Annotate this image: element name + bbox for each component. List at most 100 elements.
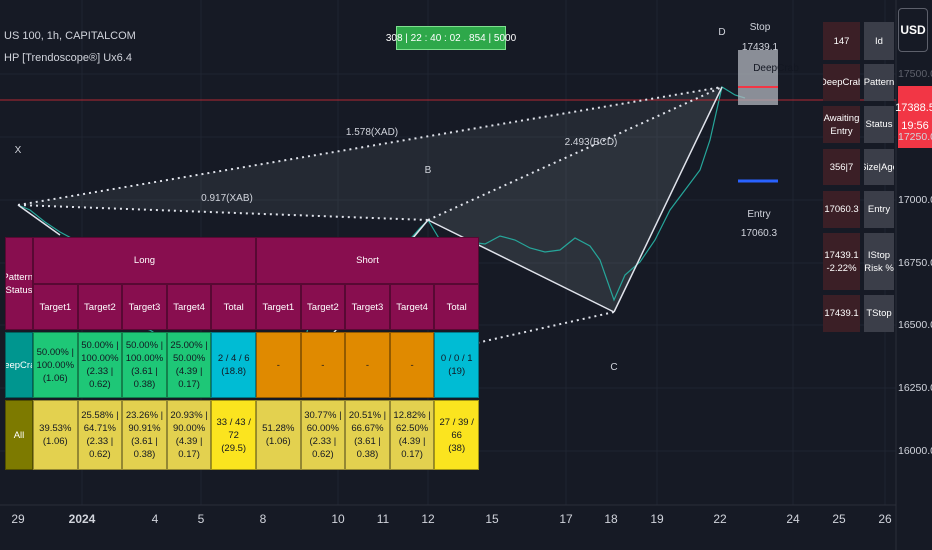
cell-line: - (321, 359, 325, 371)
pivot-label: B (424, 165, 432, 176)
trade-value: 17439.1 (823, 295, 860, 332)
cell-line: 33 / 43 / 72 (216, 416, 251, 441)
stat-cell: 30.77% | 60.00% (2.33 | 0.62) (300, 400, 346, 470)
column-header: Target3 (345, 284, 390, 330)
trade-value: 356|7 (823, 149, 860, 185)
cell-line: 20.51% | 66.67% (348, 410, 387, 434)
cell-line: -2.22% (826, 262, 857, 274)
cell-line: Size|Age (864, 161, 894, 173)
stat-cell: 2 / 4 / 6 (18.8) (211, 332, 256, 398)
cell-line: (3.61 | 0.38) (131, 436, 158, 460)
date-tick: 10 (331, 512, 345, 526)
date-tick: 19 (650, 512, 664, 526)
cell-line: 147 (833, 35, 850, 47)
cell-line: (2.33 | 0.62) (309, 436, 337, 460)
cell-line: (1.06) (265, 436, 291, 447)
date-tick: 5 (197, 512, 205, 526)
stat-cell: 20.93% | 90.00% (4.39 | 0.17) (166, 400, 212, 470)
cell-line: - (365, 359, 370, 371)
countdown: 19:56 (901, 120, 929, 132)
entry-value: 17060.3 (740, 228, 778, 239)
date-tick: 8 (259, 512, 267, 526)
trade-value: 147 (823, 22, 860, 60)
cell-line: (1.06) (42, 372, 68, 384)
cell-line: Status (5, 284, 33, 296)
cell-line: 0 / 0 / 1 (440, 353, 473, 364)
date-tick: 18 (604, 512, 618, 526)
column-header: Target1 (33, 284, 78, 330)
stat-cell: 0 / 0 / 1 (19) (434, 332, 479, 398)
stat-cell: 50.00% | 100.00% (2.33 | 0.62) (77, 332, 123, 398)
column-header: Target2 (300, 284, 346, 330)
pattern-fill (18, 87, 722, 220)
date-tick: 12 (421, 512, 435, 526)
stat-cell: 23.26% | 90.91% (3.61 | 0.38) (122, 400, 167, 470)
date-tick: 26 (878, 512, 892, 526)
group-header: Long (33, 237, 256, 284)
cell-line: 12.82% | 62.50% (393, 410, 431, 434)
cell-line: 50.00% | 100.00% (36, 346, 75, 371)
cell-line: 17439.1 (824, 249, 859, 261)
column-header: Target3 (122, 284, 167, 330)
column-header: Target1 (256, 284, 301, 330)
date-tick: 4 (151, 512, 159, 526)
price-tick: 17250.0 (898, 131, 932, 143)
cell-line: 17439.1 (824, 308, 859, 319)
cell-line: Entry (867, 204, 891, 215)
trade-value: Awaiting Entry (823, 106, 860, 143)
cell-line: IStop (867, 249, 891, 261)
price-tick: 16250.0 (898, 382, 932, 394)
cell-line: 50.00% | 100.00% (81, 340, 119, 364)
cell-line: (2.33 | 0.62) (86, 366, 114, 390)
symbol: US 100, 1h, CAPITALCOM (4, 30, 136, 42)
date-tick: 25 (832, 512, 846, 526)
cell-line: 20.93% | 90.00% (170, 410, 208, 434)
column-header: Target2 (77, 284, 123, 330)
stat-cell: - (345, 332, 390, 398)
trade-key: Size|Age (864, 149, 894, 185)
cell-line: Pattern/ (6, 271, 33, 283)
stat-cell: 33 / 43 / 72 (29.5) (211, 400, 256, 470)
last-price-value: 17388.5 (895, 102, 932, 114)
stat-cell: 25.58% | 64.71% (2.33 | 0.62) (77, 400, 123, 470)
date-tick: 15 (485, 512, 499, 526)
cell-line: (4.39 | 0.17) (175, 366, 203, 390)
column-header: Target4 (389, 284, 435, 330)
cell-line: 17060.3 (824, 204, 859, 215)
pivot-label: D (718, 27, 726, 38)
cell-line: DeepCrab (823, 77, 860, 88)
trade-value: 17060.3 (823, 191, 860, 228)
date-tick: 2024 (68, 512, 96, 526)
pivot-label: X (14, 145, 22, 156)
trade-key: Id (864, 22, 894, 60)
cell-line: Id (875, 35, 883, 47)
cell-line: Pattern (864, 77, 894, 88)
date-tick: 22 (713, 512, 727, 526)
timer: 308 | 22 : 40 : 02 . 854 | 5000 (386, 26, 516, 50)
cell-line: (29.5) (221, 442, 247, 454)
stat-cell: 27 / 39 / 66 (38) (434, 400, 479, 470)
stat-cell: 20.51% | 66.67% (3.61 | 0.38) (345, 400, 390, 470)
cell-line: (1.06) (42, 436, 68, 447)
trade-key: IStop Risk % (864, 233, 894, 290)
column-header: Target4 (166, 284, 212, 330)
date-tick: 24 (786, 512, 800, 526)
trade-key: Entry (864, 191, 894, 228)
date-tick: 11 (376, 512, 390, 526)
stat-cell: - (300, 332, 346, 398)
cell-line: (19) (448, 366, 466, 377)
stat-cell: - (389, 332, 435, 398)
price-tick: 17000.0 (898, 194, 932, 206)
stat-cell: 51.28% (1.06) (256, 400, 301, 470)
cell-line: 25.00% | 50.00% (170, 340, 208, 364)
date-tick: 29 (11, 512, 25, 526)
currency-button[interactable]: USD (898, 8, 928, 52)
cell-line: TStop (866, 308, 892, 319)
cell-line: (4.39 | 0.17) (175, 436, 203, 460)
price-tick: 16750.0 (898, 257, 932, 269)
pattern-name: DeepCrab (753, 63, 799, 74)
cell-line: 30.77% | 60.00% (304, 410, 342, 434)
cell-line: (4.39 | 0.17) (398, 436, 426, 460)
cell-line: 39.53% (39, 423, 72, 434)
cell-line: (3.61 | 0.38) (131, 366, 158, 390)
